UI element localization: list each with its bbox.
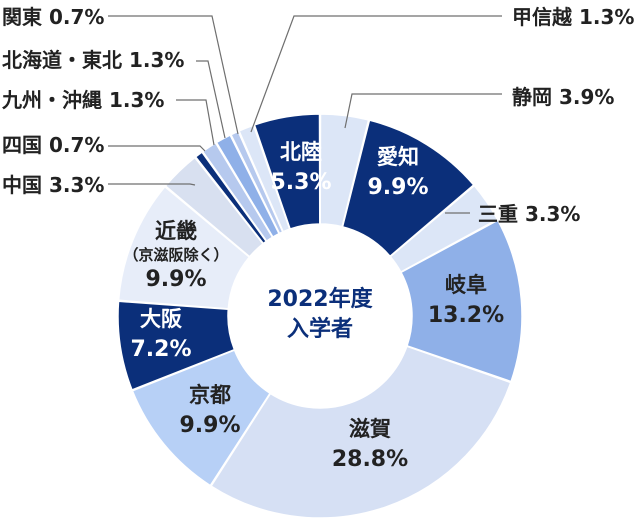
slice-label-kyoto: 京都 9.9% <box>179 383 240 438</box>
slice-label-kyushu-okinawa: 九州・沖縄 1.3% <box>1 88 164 112</box>
slice-label-shizuoka: 静岡 3.9% <box>512 85 614 109</box>
leader-line-shikoku <box>108 145 206 152</box>
slices <box>117 113 523 518</box>
slice-label-shikoku: 四国 0.7% <box>2 133 104 157</box>
slice-value: 7.2% <box>130 337 191 362</box>
slice-osaka <box>117 300 236 391</box>
donut-hole <box>229 225 411 407</box>
leader-line-kanto <box>108 15 239 135</box>
slice-label-hokkaido-tohoku: 北海道・東北 1.3% <box>2 48 184 72</box>
slice-hokuriku <box>253 113 321 230</box>
center-label-line: 2022年度 <box>267 286 373 312</box>
slice-value: 5.3% <box>270 170 331 195</box>
slice-label-aichi: 愛知 9.9% <box>367 145 428 200</box>
slice-value: 28.8% <box>332 447 408 472</box>
slice-kyoto <box>131 349 272 487</box>
slice-name: 京都 <box>189 383 231 407</box>
leader-line-chugoku <box>108 183 196 186</box>
slice-label-kanto: 関東 0.7% <box>2 5 104 29</box>
leader-line-koshinetsu <box>250 15 502 133</box>
slice-value: 9.9% <box>145 267 206 292</box>
leader-line-shizuoka <box>344 93 502 129</box>
slice-gifu <box>399 219 523 383</box>
slice-name: 滋賀 <box>349 417 391 441</box>
slice-sublabel: （京滋阪除く） <box>123 246 228 264</box>
leader-line-hokkaido-tohoku <box>196 60 226 139</box>
slice-name: 愛知 <box>377 145 419 169</box>
slice-shiga <box>210 345 512 518</box>
slice-aichi <box>341 119 475 258</box>
leader-lines <box>108 15 502 214</box>
slice-labels: 静岡 3.9% 愛知 9.9% 三重 3.3% 岐阜 13.2% 滋賀 28.8% 京都 9.9%… <box>1 5 634 472</box>
slice-name: 近畿 <box>155 219 197 243</box>
slice-label-mie: 三重 3.3% <box>478 202 580 226</box>
slice-label-hokuriku: 北陸 5.3% <box>270 140 331 195</box>
slice-label-osaka: 大阪 7.2% <box>130 307 191 362</box>
center-label-line: 入学者 <box>287 316 353 342</box>
slice-kinki <box>117 185 251 310</box>
slice-name: 大阪 <box>140 307 183 331</box>
leader-line-kyushu-okinawa <box>176 99 215 146</box>
slice-value: 9.9% <box>367 175 428 200</box>
slice-label-chugoku: 中国 3.3% <box>2 173 104 197</box>
slice-value: 13.2% <box>428 303 504 328</box>
slice-label-koshinetsu: 甲信越 1.3% <box>512 5 634 29</box>
slice-label-kinki: 近畿 （京滋阪除く） 9.9% <box>123 219 228 292</box>
slice-value: 9.9% <box>179 413 240 438</box>
slice-name: 岐阜 <box>445 273 487 297</box>
slice-label-shiga: 滋賀 28.8% <box>332 417 408 472</box>
slice-name: 北陸 <box>280 140 322 164</box>
slice-label-gifu: 岐阜 13.2% <box>428 273 504 328</box>
